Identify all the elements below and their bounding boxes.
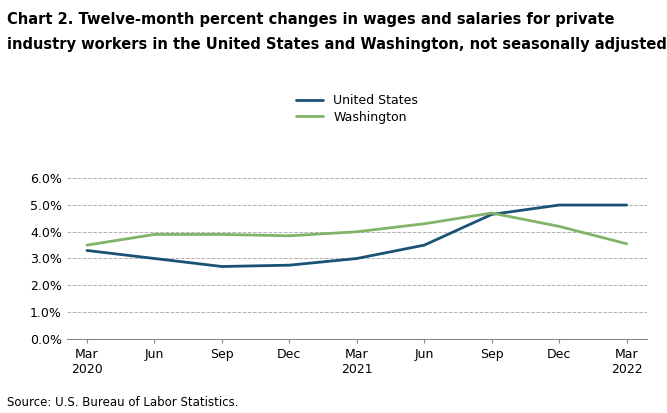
- Washington: [83, 243, 91, 248]
- Washington: [353, 229, 361, 234]
- Legend: United States, Washington: United States, Washington: [295, 94, 418, 124]
- United States: [623, 202, 631, 207]
- United States: [83, 248, 91, 253]
- United States: [285, 263, 293, 268]
- United States: [353, 256, 361, 261]
- Washington: [488, 211, 496, 216]
- United States: [218, 264, 226, 269]
- United States: [151, 256, 159, 261]
- United States: [420, 243, 428, 248]
- Washington: [555, 224, 563, 229]
- Washington: [218, 232, 226, 237]
- Washington: [285, 233, 293, 238]
- Text: Source: U.S. Bureau of Labor Statistics.: Source: U.S. Bureau of Labor Statistics.: [7, 396, 238, 409]
- Washington: [151, 232, 159, 237]
- United States: [488, 212, 496, 217]
- Washington: [420, 221, 428, 226]
- Washington: [623, 241, 631, 246]
- United States: [555, 202, 563, 207]
- Line: United States: United States: [87, 205, 627, 266]
- Text: industry workers in the United States and Washington, not seasonally adjusted: industry workers in the United States an…: [7, 37, 666, 52]
- Text: Chart 2. Twelve-month percent changes in wages and salaries for private: Chart 2. Twelve-month percent changes in…: [7, 12, 614, 27]
- Line: Washington: Washington: [87, 213, 627, 245]
